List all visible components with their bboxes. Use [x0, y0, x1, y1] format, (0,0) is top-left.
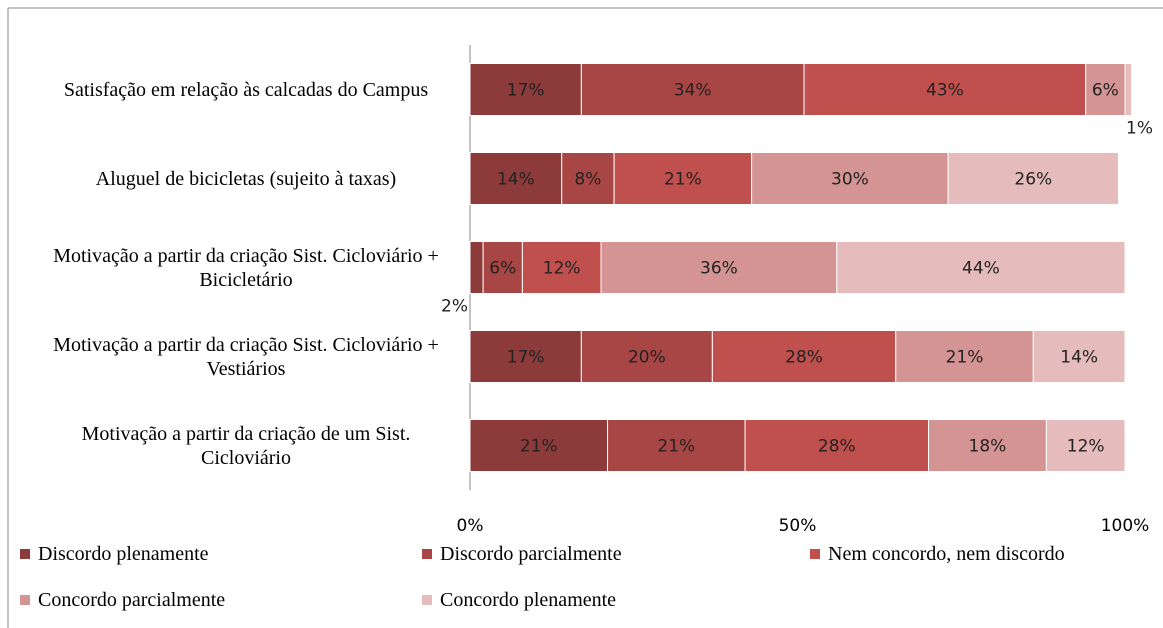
bar-segment [1032, 330, 1126, 383]
bar-segment [803, 63, 1087, 116]
data-label: 2% [441, 297, 468, 317]
data-label: 6% [1092, 81, 1119, 101]
data-label: 8% [574, 170, 601, 190]
data-label: 21% [664, 170, 702, 190]
x-tick-label: 50% [779, 516, 817, 536]
legend-swatch [422, 595, 432, 605]
data-label: 12% [1067, 437, 1105, 457]
x-tick-label: 100% [1101, 516, 1150, 536]
bar-segment [613, 152, 753, 205]
bar-segment [895, 330, 1034, 383]
data-label: 21% [520, 437, 558, 457]
data-label: 36% [700, 259, 738, 279]
bar-segment [947, 152, 1119, 205]
legend-swatch [810, 549, 820, 559]
bar-segment [928, 419, 1047, 472]
bar-segment [521, 241, 602, 294]
legend-swatch [422, 549, 432, 559]
data-label: 30% [831, 170, 869, 190]
legend-label: Discordo plenamente [38, 543, 209, 565]
bar-segment [469, 330, 582, 383]
legend-label: Concordo parcialmente [38, 589, 225, 611]
data-label: 34% [674, 81, 712, 101]
data-label: 20% [628, 348, 666, 368]
data-label: 26% [1014, 170, 1052, 190]
bar-segment [580, 330, 713, 383]
data-label: 1% [1126, 119, 1153, 139]
category-label: Aluguel de bicicletas (sujeito à taxas) [95, 167, 397, 190]
legend-label: Nem concordo, nem discordo [828, 543, 1065, 565]
data-label: 12% [543, 259, 581, 279]
data-label: 28% [818, 437, 856, 457]
legend-swatch [20, 595, 30, 605]
category-label: Satisfação em relação às calcadas do Cam… [63, 78, 429, 101]
data-label: 44% [962, 259, 1000, 279]
data-label: 21% [946, 348, 984, 368]
bar-segment [1124, 63, 1133, 116]
bar-segment [482, 241, 523, 294]
data-label: 14% [1060, 348, 1098, 368]
bar-segment [607, 419, 746, 472]
category-label: Motivação a partir da criação Sist. Cicl… [53, 244, 439, 291]
data-label: 43% [926, 81, 964, 101]
data-label: 28% [785, 348, 823, 368]
category-label: Motivação a partir da criação de um Sist… [81, 422, 411, 469]
category-label: Motivação a partir da criação Sist. Cicl… [53, 333, 439, 380]
legend-label: Concordo plenamente [440, 589, 616, 611]
bar-segment [469, 63, 582, 116]
x-tick-label: 0% [457, 516, 484, 536]
legend-label: Discordo parcialmente [440, 543, 622, 565]
bar-segment [744, 419, 929, 472]
data-label: 17% [507, 348, 545, 368]
bar-segment [469, 241, 484, 294]
data-label: 6% [489, 259, 516, 279]
data-label: 18% [969, 437, 1007, 457]
legend-swatch [20, 549, 30, 559]
data-label: 17% [507, 81, 545, 101]
bar-segment [600, 241, 838, 294]
data-label: 14% [497, 170, 535, 190]
bar-segment [836, 241, 1126, 294]
bar-segment [1085, 63, 1126, 116]
bar-segment [751, 152, 949, 205]
data-label: 21% [657, 437, 695, 457]
bar-segment [1045, 419, 1126, 472]
bar-segment [469, 419, 609, 472]
